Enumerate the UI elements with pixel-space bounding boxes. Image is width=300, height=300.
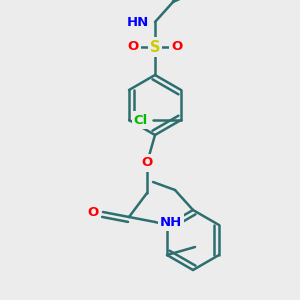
Text: S: S [150,40,160,55]
Text: O: O [141,157,153,169]
Text: Cl: Cl [134,113,148,127]
Text: O: O [88,206,99,218]
Text: NH: NH [160,215,182,229]
Text: HN: HN [127,16,149,28]
Text: O: O [128,40,139,53]
Text: O: O [171,40,183,53]
